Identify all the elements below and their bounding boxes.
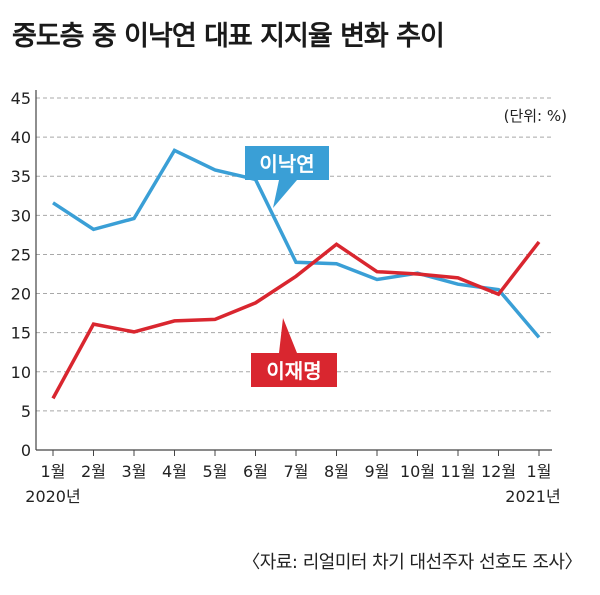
y-tick-label: 40 [11, 128, 31, 147]
x-tick-label: 4월 [162, 462, 187, 481]
year-label-start: 2020년 [25, 487, 80, 506]
y-tick-label: 10 [11, 363, 31, 382]
y-tick-label: 5 [21, 402, 31, 421]
x-tick-label: 10월 [400, 462, 435, 481]
source-note: 〈자료: 리얼미터 차기 대선주자 선호도 조사〉 [242, 552, 582, 573]
series-label-0: 이낙연 [245, 146, 329, 208]
x-tick-label: 1월 [527, 462, 552, 481]
x-tick-label: 8월 [324, 462, 349, 481]
y-tick-label: 25 [11, 245, 31, 264]
chart-title: 중도층 중 이낙연 대표 지지율 변화 추이 [12, 21, 445, 52]
x-tick-label: 11월 [440, 462, 475, 481]
year-label-end: 2021년 [505, 487, 560, 506]
y-tick-label: 20 [11, 285, 31, 304]
series-lines [51, 148, 541, 400]
x-tick-label: 5월 [203, 462, 228, 481]
y-tick-label: 45 [11, 89, 31, 108]
y-tick-label: 0 [21, 441, 31, 460]
x-tick-label: 12월 [481, 462, 516, 481]
x-tick-label: 7월 [284, 462, 309, 481]
series-label-1: 이재명 [251, 318, 337, 387]
y-tick-labels: 0 5 10 15 20 25 30 35 40 45 [11, 89, 31, 460]
axes [35, 90, 552, 456]
y-tick-label: 15 [11, 324, 31, 343]
x-tick-label: 3월 [122, 462, 147, 481]
x-tick-labels: 1월 2월 3월 4월 5월 6월 7월 8월 9월 10월 11월 12월 1월 2020년 2021년 [25, 462, 560, 506]
y-tick-label: 35 [11, 167, 31, 186]
gridlines [36, 97, 552, 412]
x-tick-label: 6월 [243, 462, 268, 481]
y-tick-label: 30 [11, 206, 31, 225]
unit-label: (단위: %) [504, 107, 567, 125]
series-label-text: 이재명 [266, 359, 321, 383]
series-line-0 [52, 148, 541, 339]
x-tick-label: 9월 [365, 462, 390, 481]
x-tick-label: 2월 [81, 462, 106, 481]
series-line-1 [51, 240, 541, 400]
x-tick-label: 1월 [41, 462, 66, 481]
series-label-text: 이낙연 [259, 152, 314, 176]
